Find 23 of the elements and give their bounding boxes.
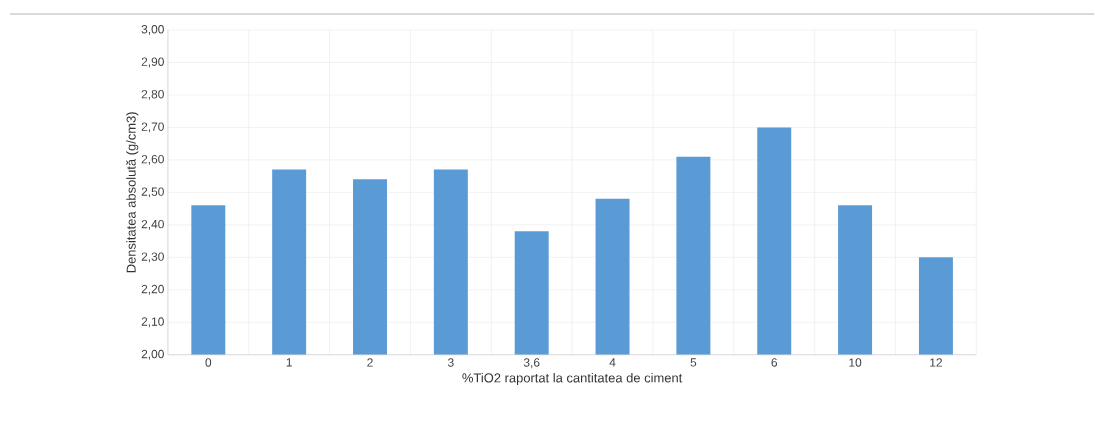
y-tick-label: 2,70	[141, 122, 164, 133]
y-tick-label: 2,80	[141, 90, 164, 101]
x-tick-label: 1	[286, 358, 292, 367]
x-tick-label: 0	[205, 358, 212, 367]
y-tick-label: 3,00	[141, 25, 164, 36]
y-tick-label: 2,40	[141, 220, 164, 230]
y-tick-label: 2,50	[141, 187, 164, 198]
x-tick-label: 3,6	[523, 358, 540, 369]
y-tick-label: 2,20	[141, 285, 164, 295]
x-tick-label: 6	[771, 358, 778, 367]
x-tick-label: 12	[930, 358, 942, 367]
x-tick-label: 4	[609, 358, 616, 367]
x-tick-label: 3	[447, 358, 454, 367]
y-tick-label: 2,10	[141, 317, 164, 328]
y-tick-label: 2,60	[141, 155, 164, 165]
x-tick-label: 10	[849, 358, 862, 367]
y-tick-label: 2,90	[141, 57, 164, 68]
y-tick-label: 2,00	[141, 349, 164, 360]
y-tick-label: 2,30	[141, 252, 164, 263]
x-tick-label: 2	[367, 358, 373, 367]
y-axis-title: Densitatea absolută (g/cm3)	[126, 112, 139, 273]
x-tick-label: 5	[690, 358, 697, 367]
x-axis-title: %TiO2 raportat la cantitatea de ciment	[462, 373, 683, 386]
